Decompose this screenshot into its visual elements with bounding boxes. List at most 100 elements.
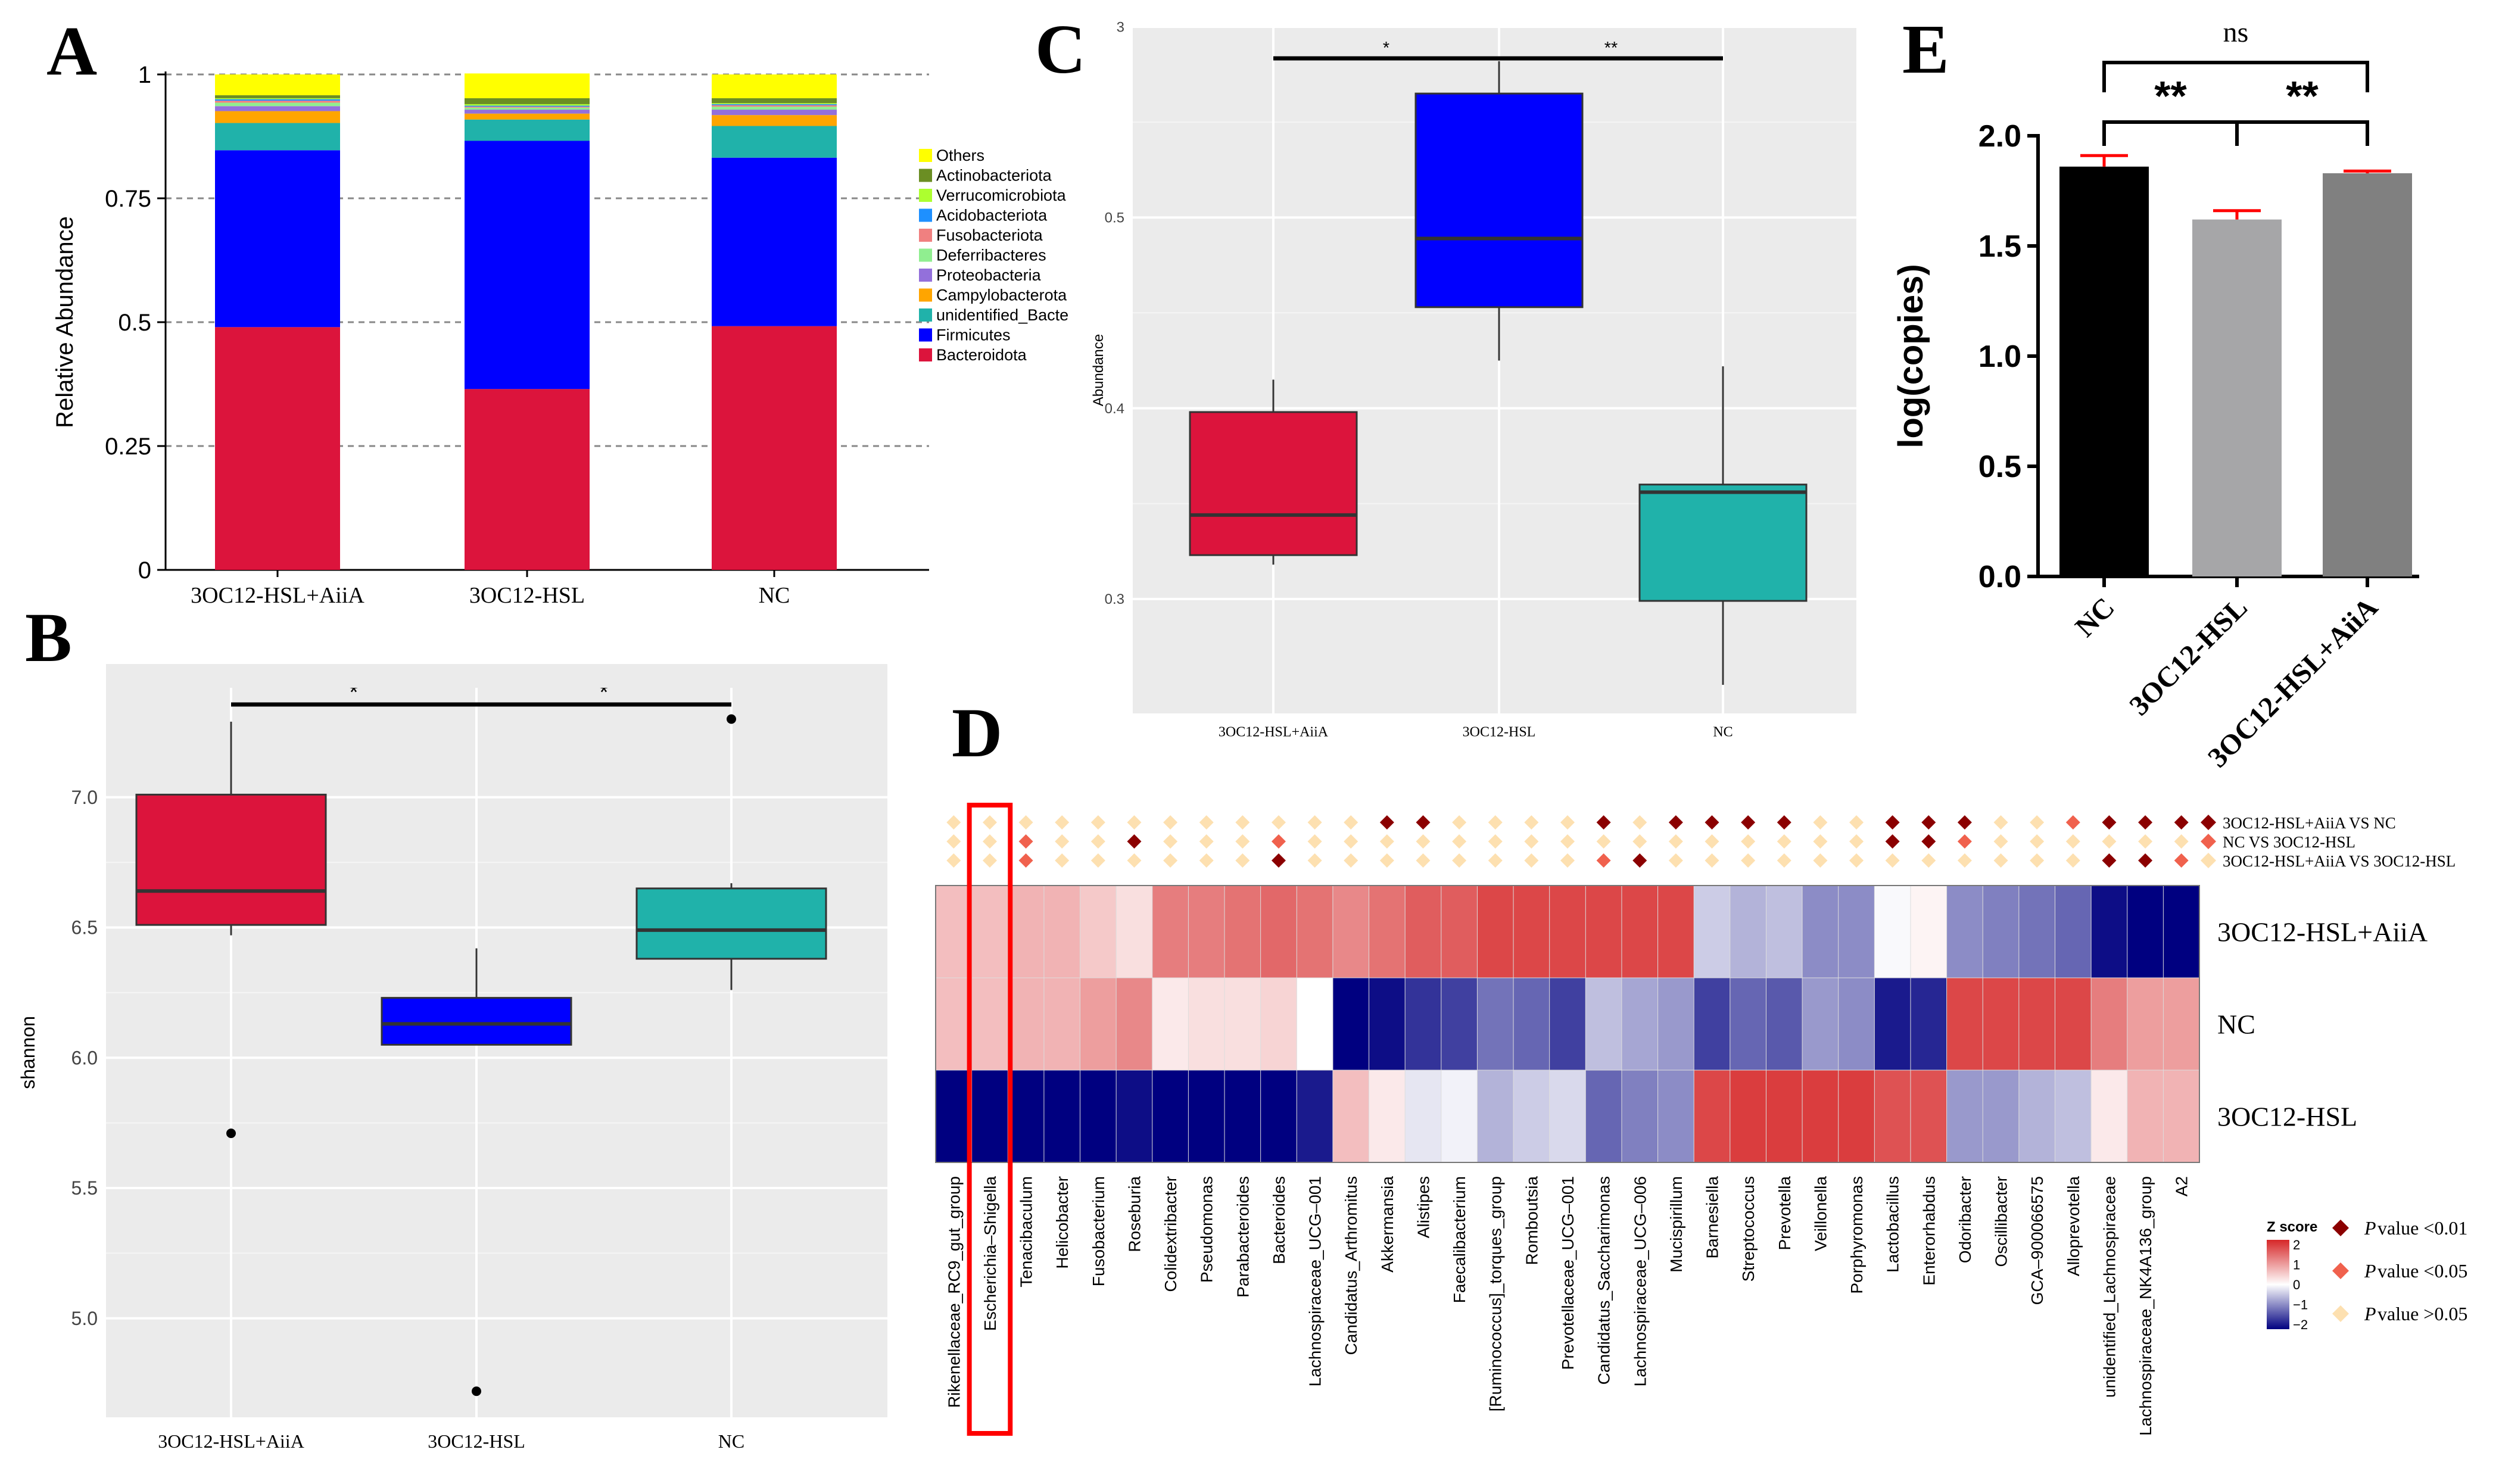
comparison-label: 3OC12-HSL+AiiA VS NC xyxy=(2223,814,2396,832)
column-label: Colidextribacter xyxy=(1161,1176,1180,1292)
bar-segment xyxy=(465,98,590,104)
significance-diamond xyxy=(1849,815,1864,830)
significance-diamond xyxy=(1163,834,1178,849)
y-tick-label: 6.5 xyxy=(71,917,98,939)
outlier-point xyxy=(472,1386,481,1396)
significance-diamond xyxy=(1705,853,1719,868)
legend-swatch xyxy=(919,308,932,322)
column-label: Bacteroides xyxy=(1270,1176,1288,1264)
box xyxy=(1414,92,1584,308)
significance-diamond xyxy=(1307,815,1322,830)
significance-diamond xyxy=(1813,815,1828,830)
significance-diamond xyxy=(1307,853,1322,868)
heatmap-cell xyxy=(1693,977,1731,1071)
panel-c-boxplot: 0.3 0.4 0.5 3 Abundance 3OC12-HSL+AiiA 3OC12-H… xyxy=(1090,19,1856,740)
box xyxy=(135,793,327,926)
column-label: unidentified_Lachnospiraceae xyxy=(2100,1176,2118,1398)
column-label: Candidatus_Arthromitus xyxy=(1342,1176,1360,1355)
heatmap-cell xyxy=(1115,1070,1153,1163)
heatmap-cell xyxy=(1730,885,1767,978)
significance-diamond xyxy=(1055,815,1070,830)
y-tick-label: 0.75 xyxy=(105,186,151,212)
significance-diamond xyxy=(1668,815,1683,830)
legend-swatch xyxy=(919,248,932,262)
column-label: Oscillibacter xyxy=(1992,1176,2011,1267)
heatmap-cell xyxy=(1404,885,1442,978)
heatmap-cell xyxy=(1476,977,1515,1071)
significance-diamond xyxy=(1090,815,1105,830)
outlier-point xyxy=(727,714,736,724)
column-label: Mucispirillum xyxy=(1667,1176,1685,1273)
significance-diamond xyxy=(2065,853,2080,868)
significance-diamond xyxy=(1452,853,1467,868)
heatmap-cell xyxy=(2127,977,2164,1071)
comparison-marker xyxy=(2201,834,2216,849)
y-tick-label: 0.0 xyxy=(1978,560,2021,594)
heatmap-cell xyxy=(1549,1070,1587,1163)
significance-diamond xyxy=(1596,853,1611,868)
y-tick-label: 1.0 xyxy=(1978,339,2021,374)
heatmap-cell xyxy=(1982,1070,2020,1163)
heatmap-cell xyxy=(1513,1070,1550,1163)
column-label: Alistipes xyxy=(1414,1176,1432,1238)
heatmap-cell xyxy=(1982,885,2020,978)
heatmap-cell xyxy=(1874,1070,1911,1163)
box xyxy=(381,997,572,1046)
bar-segment xyxy=(465,119,590,141)
box xyxy=(1638,484,1808,602)
heatmap-cell xyxy=(1224,1070,1261,1163)
significance-diamond xyxy=(2174,834,2189,849)
significance-diamond xyxy=(1127,834,1142,849)
heatmap-cell xyxy=(1657,885,1695,978)
heatmap-cell xyxy=(1404,977,1442,1071)
bar-segment xyxy=(215,150,340,328)
significance-diamond xyxy=(1777,834,1791,849)
significance-diamond xyxy=(1921,815,1936,830)
heatmap-cell xyxy=(1802,1070,1839,1163)
legend-label: Verrucomicrobiota xyxy=(936,186,1067,204)
significance-diamond xyxy=(2102,853,2117,868)
heatmap-cell xyxy=(2018,977,2056,1071)
significance-label: ns xyxy=(2223,17,2249,48)
column-label: Prevotella xyxy=(1775,1176,1794,1251)
heatmap-cell xyxy=(1513,977,1550,1071)
significance-label: * xyxy=(1383,39,1389,58)
legend-label: unidentified_Bacte xyxy=(936,306,1068,324)
significance-diamond xyxy=(1705,834,1719,849)
significance-diamond xyxy=(1090,834,1105,849)
bar-segment xyxy=(215,99,340,101)
heatmap-cell xyxy=(1188,977,1226,1071)
significance-diamond xyxy=(1452,815,1467,830)
row-label: 3OC12-HSL+AiiA xyxy=(2217,917,2428,947)
heatmap-cell xyxy=(2054,1070,2092,1163)
significance-bracket xyxy=(2235,120,2369,146)
y-tick-label: 0 xyxy=(138,557,151,584)
heatmap-cell xyxy=(971,977,1009,1071)
significance-diamond xyxy=(1885,834,1900,849)
heatmap-cell xyxy=(1874,977,1911,1071)
comparison-marker xyxy=(2201,815,2216,830)
bar-segment xyxy=(465,73,590,98)
significance-bracket xyxy=(2102,120,2239,146)
significance-diamond xyxy=(2174,815,2189,830)
y-tick-label: 6.0 xyxy=(71,1047,98,1068)
heatmap-cell xyxy=(1260,885,1298,978)
bar-segment xyxy=(465,107,590,108)
y-axis-title: log(copies) xyxy=(1892,264,1930,448)
heatmap-cell xyxy=(1152,1070,1189,1163)
significance-diamond xyxy=(1379,834,1394,849)
heatmap-cell xyxy=(1910,885,1948,978)
heatmap-cell xyxy=(1946,885,1984,978)
column-label: Veillonella xyxy=(1811,1176,1830,1252)
heatmap-cell xyxy=(1332,885,1370,978)
legend-swatch xyxy=(919,189,932,202)
significance-diamond xyxy=(1307,834,1322,849)
legend-label: Fusobacteriota xyxy=(936,226,1043,244)
significance-diamond xyxy=(1416,834,1431,849)
heatmap-cell xyxy=(1838,1070,1875,1163)
bar-segment xyxy=(215,123,340,151)
heatmap-cell xyxy=(1369,1070,1406,1163)
legend-label: Campylobacterota xyxy=(936,286,1067,304)
heatmap-cell xyxy=(1838,885,1875,978)
y-tick-label: 0.5 xyxy=(1978,450,2021,484)
